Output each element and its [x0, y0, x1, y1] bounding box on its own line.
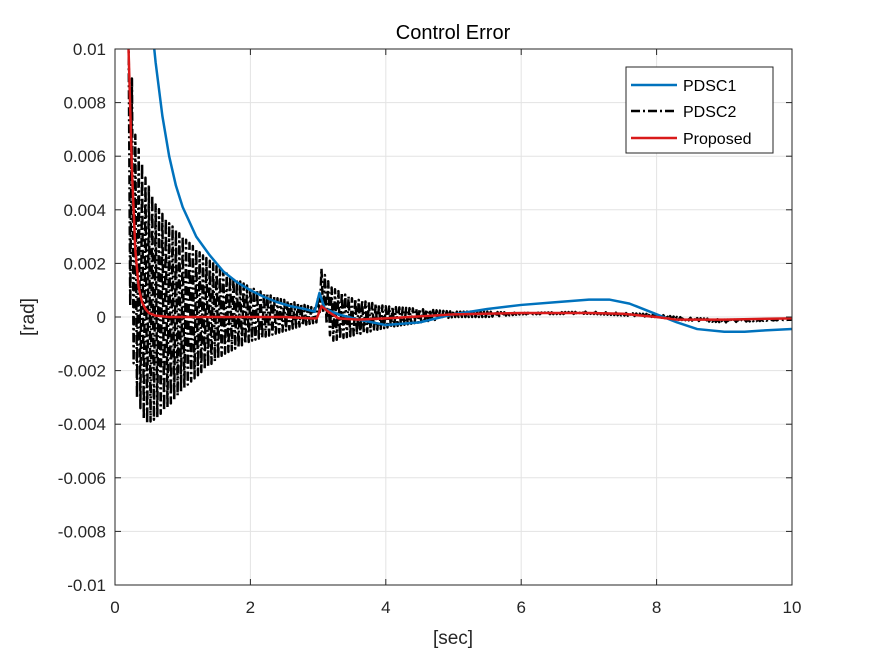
series-line-pdsc1	[153, 49, 792, 333]
legend-label-proposed: Proposed	[683, 131, 752, 148]
x-tick-label: 10	[783, 598, 802, 617]
y-tick-label: 0.008	[63, 94, 106, 113]
legend: PDSC1 PDSC2 Proposed	[625, 66, 774, 154]
series-line-proposed	[127, 49, 792, 321]
y-tick-label: 0.004	[63, 201, 106, 220]
tick-marks-and-labels: 0 2 4 6 8 10 -0.01 -0.008 -0.006 -0.004 -0.002 0 0.0…	[58, 40, 802, 617]
chart-title: Control Error	[396, 22, 511, 44]
series-layer	[127, 49, 792, 425]
x-tick-label: 4	[381, 598, 390, 617]
y-axis-label: [rad]	[18, 298, 39, 336]
y-tick-label: -0.008	[58, 522, 106, 541]
y-tick-label: 0.01	[73, 40, 106, 59]
x-tick-label: 8	[652, 598, 661, 617]
y-tick-label: -0.01	[67, 576, 106, 595]
y-tick-label: -0.004	[58, 415, 106, 434]
x-tick-label: 0	[110, 598, 119, 617]
x-tick-label: 6	[516, 598, 525, 617]
y-tick-label: -0.006	[58, 469, 106, 488]
y-tick-label: 0	[97, 308, 106, 327]
legend-label-pdsc1: PDSC1	[683, 78, 736, 95]
y-tick-label: 0.006	[63, 147, 106, 166]
x-tick-label: 2	[246, 598, 255, 617]
y-tick-label: 0.002	[63, 254, 106, 273]
x-axis-label: [sec]	[433, 628, 473, 649]
y-tick-label: -0.002	[58, 362, 106, 381]
legend-label-pdsc2: PDSC2	[683, 104, 736, 121]
